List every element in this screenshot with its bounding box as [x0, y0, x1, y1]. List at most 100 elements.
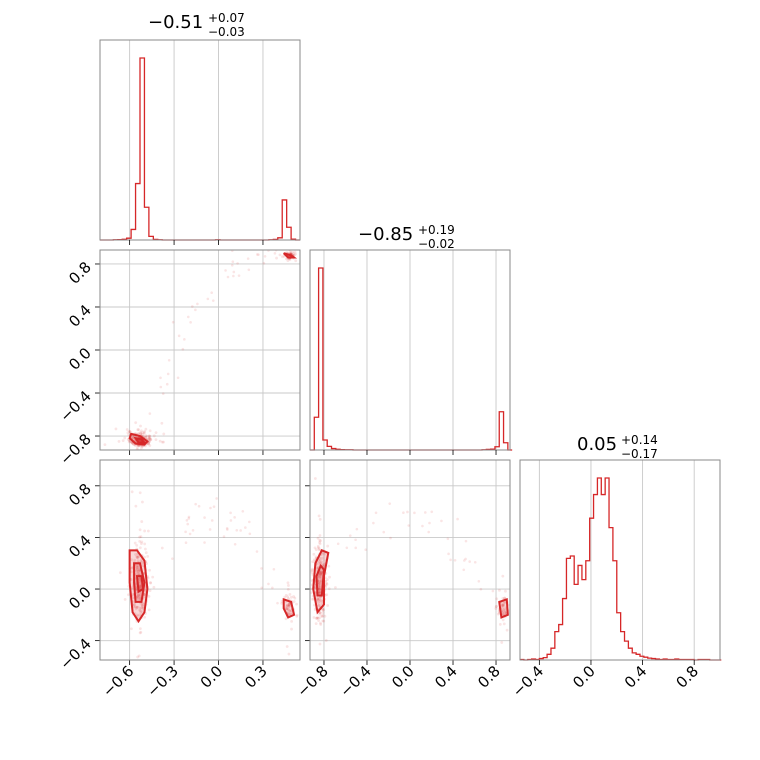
scatter-point — [136, 556, 140, 559]
scatter-point — [188, 532, 192, 536]
scatter-point — [288, 612, 292, 616]
contour-line — [498, 597, 509, 619]
scatter-point — [318, 590, 322, 594]
scatter-point — [147, 442, 150, 446]
scatter-point — [320, 556, 324, 560]
scatter-point — [287, 604, 291, 608]
scatter-point — [137, 444, 141, 448]
scatter-point — [278, 246, 281, 249]
scatter-point — [479, 587, 483, 591]
tick-label-x: 0.0 — [569, 662, 599, 692]
scatter-point — [288, 258, 292, 262]
scatter-point — [210, 291, 213, 295]
scatter-point — [285, 607, 288, 611]
scatter-point — [321, 551, 325, 555]
scatter-point — [139, 611, 143, 614]
scatter-point — [197, 504, 201, 508]
scatter-point — [427, 530, 430, 534]
scatter-point — [165, 382, 169, 386]
scatter-point — [147, 436, 151, 440]
scatter-point — [140, 445, 144, 448]
scatter-point — [147, 608, 151, 612]
scatter-point — [131, 593, 135, 596]
scatter-point — [284, 593, 288, 597]
scatter-point — [502, 601, 505, 605]
scatter-point — [310, 569, 313, 573]
scatter-point — [136, 565, 140, 569]
scatter-point — [127, 433, 131, 437]
scatter-point — [320, 570, 323, 574]
scatter-point — [318, 591, 322, 594]
scatter-point — [208, 528, 212, 531]
scatter-point — [271, 586, 274, 590]
scatter-point — [139, 535, 143, 538]
scatter-point — [127, 429, 131, 433]
scatter-point — [203, 516, 206, 519]
scatter-point — [294, 252, 297, 256]
panel-frame — [309, 459, 511, 661]
scatter-point — [147, 437, 151, 440]
scatter-point — [135, 565, 139, 569]
scatter-point — [158, 439, 162, 443]
scatter-point — [317, 604, 321, 608]
scatter-point — [248, 520, 251, 524]
scatter-point — [321, 611, 325, 615]
scatter-point — [229, 511, 232, 515]
title-param-2-plus: +0.14 — [621, 433, 658, 447]
scatter-point — [319, 621, 322, 625]
scatter-point — [132, 603, 136, 607]
scatter-point — [355, 527, 359, 531]
scatter-point — [143, 542, 147, 546]
scatter-point — [319, 572, 323, 575]
scatter-point — [135, 568, 139, 572]
scatter-point — [135, 554, 139, 558]
scatter-point — [421, 524, 424, 528]
scatter-points — [103, 246, 298, 450]
scatter-point — [171, 557, 174, 560]
scatter-point — [446, 537, 450, 541]
scatter-point — [260, 586, 264, 590]
scatter-point — [138, 577, 142, 581]
scatter-point — [135, 445, 139, 449]
scatter-point — [135, 605, 139, 609]
scatter-point — [275, 256, 278, 260]
scatter-point — [149, 438, 153, 442]
scatter-point — [103, 443, 107, 447]
scatter-point — [318, 538, 322, 542]
scatter-point — [336, 542, 340, 546]
scatter-point — [137, 569, 140, 573]
scatter-point — [295, 613, 299, 617]
scatter-point — [310, 567, 314, 571]
scatter-point — [464, 539, 468, 543]
scatter-point — [319, 572, 322, 576]
scatter-point — [321, 613, 325, 617]
scatter-point — [139, 542, 143, 546]
scatter-point — [316, 566, 320, 570]
scatter-point — [140, 429, 143, 433]
scatter-point — [500, 603, 504, 607]
scatter-point — [348, 534, 352, 537]
scatter-point — [121, 439, 125, 443]
scatter-point — [134, 504, 138, 508]
contour-fill — [313, 550, 329, 613]
scatter-point — [502, 622, 506, 626]
scatter-point — [464, 557, 467, 561]
scatter-point — [128, 439, 132, 443]
scatter-point — [134, 585, 138, 589]
scatter-point — [318, 642, 322, 646]
tick-label-y: 0.8 — [65, 258, 95, 288]
scatter-point — [149, 437, 152, 440]
scatter-point — [140, 602, 144, 606]
scatter-point — [311, 597, 314, 601]
scatter-point — [138, 491, 142, 495]
scatter-point — [287, 652, 291, 656]
scatter-point — [142, 431, 146, 434]
scatter-point — [235, 528, 239, 532]
scatter-point — [244, 526, 247, 529]
title-param-1-median: −0.85 — [358, 224, 413, 245]
panel-frame — [99, 39, 301, 241]
scatter-point — [126, 431, 130, 435]
scatter-point — [293, 596, 297, 600]
scatter-point — [130, 627, 133, 631]
scatter-point — [287, 602, 291, 606]
